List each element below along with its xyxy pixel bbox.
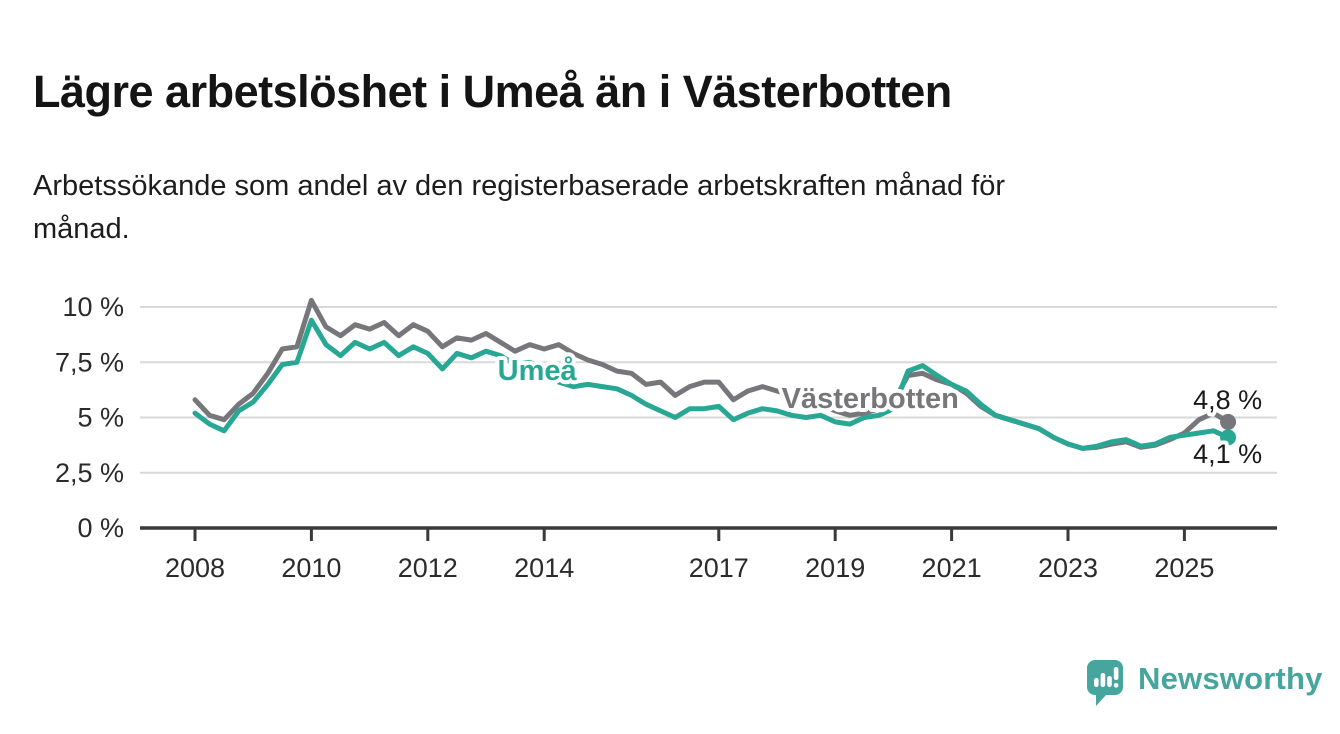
x-axis-tick-label: 2010 — [281, 553, 341, 583]
x-axis-tick-label: 2008 — [165, 553, 225, 583]
x-axis-tick-label: 2014 — [514, 553, 574, 583]
series-line-ume — [192, 317, 1231, 451]
page-title: Lägre arbetslöshet i Umeå än i Västerbot… — [33, 66, 952, 118]
x-axis-tick-label: 2025 — [1154, 553, 1214, 583]
series-end-dot-ume — [1220, 429, 1237, 446]
series-end-dot-vsterbotten — [1220, 413, 1237, 430]
y-axis-tick-label: 2,5 % — [55, 458, 124, 488]
x-axis-tick-label: 2017 — [689, 553, 749, 583]
end-value-label: 4,8 % — [1193, 385, 1262, 415]
end-value-label: 4,1 % — [1193, 439, 1262, 469]
page-subtitle: Arbetssökande som andel av den registerb… — [33, 170, 1006, 245]
bar-chart-exclamation-glyph — [1094, 667, 1119, 688]
series-line-vsterbotten — [192, 297, 1231, 451]
x-axis-tick-label: 2023 — [1038, 553, 1098, 583]
series-label-ume: Umeå — [498, 355, 578, 387]
x-axis-tick-label: 2021 — [922, 553, 982, 583]
brand-name: Newsworthy — [1138, 661, 1323, 696]
y-axis-tick-label: 0 % — [77, 513, 124, 543]
series-label-vsterbotten: Västerbotten — [782, 383, 959, 415]
x-axis-tick-label: 2012 — [398, 553, 458, 583]
y-axis-tick-label: 10 % — [62, 292, 124, 322]
y-axis-tick-label: 5 % — [77, 403, 124, 433]
newsworthy-logo-icon — [1087, 660, 1123, 706]
x-axis-tick-label: 2019 — [805, 553, 865, 583]
brand-lockup: Newsworthy — [1086, 659, 1323, 707]
y-axis-tick-label: 7,5 % — [55, 347, 124, 377]
